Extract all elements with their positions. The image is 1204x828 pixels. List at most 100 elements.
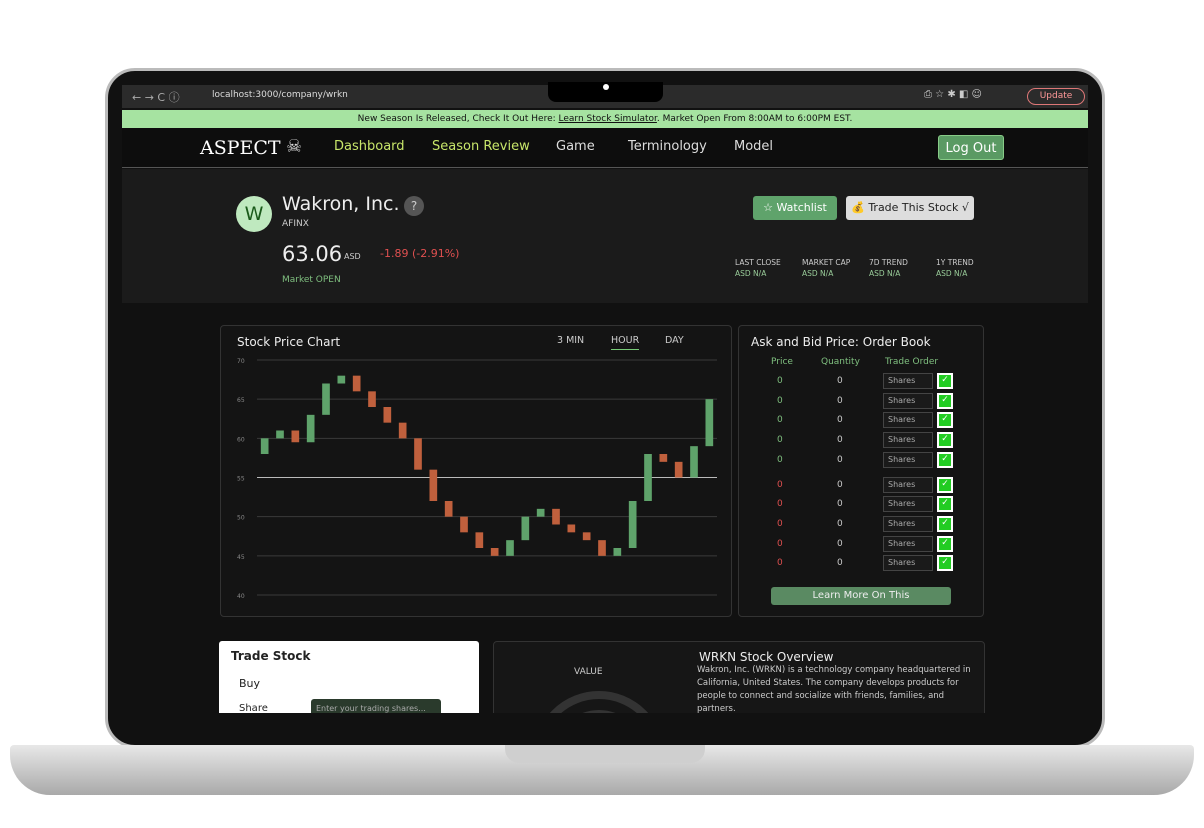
order-quantity: 0 xyxy=(837,454,843,465)
order-price: 0 xyxy=(777,538,783,549)
logout-button[interactable]: Log Out xyxy=(938,135,1004,160)
range-tab[interactable]: DAY xyxy=(665,335,684,346)
order-price: 0 xyxy=(777,395,783,406)
candle xyxy=(383,407,392,423)
candle xyxy=(536,508,545,517)
overview-title: WRKN Stock Overview xyxy=(699,650,834,664)
share-label: Share xyxy=(239,703,268,713)
radar xyxy=(549,691,649,713)
market-status: Market OPEN xyxy=(282,275,341,285)
overview-text: Wakron, Inc. (WRKN) is a technology comp… xyxy=(697,665,971,713)
logo-icon: ☠ xyxy=(286,136,303,157)
trade-button[interactable]: 💰 Trade This Stock √ xyxy=(846,196,974,220)
candle xyxy=(690,446,698,478)
help-icon[interactable]: ? xyxy=(404,196,424,216)
shares-input[interactable]: Shares xyxy=(883,515,933,532)
overview-panel: VALUE WRKN Stock Overview Wakron, Inc. (… xyxy=(493,641,985,713)
y-tick-label: 50 xyxy=(237,515,245,522)
navbar: ASPECT ☠ Dashboard Season Review Game Termi… xyxy=(122,128,1088,168)
shares-input[interactable]: Shares xyxy=(883,496,933,513)
order-quantity: 0 xyxy=(837,479,843,490)
nav-link[interactable]: Model xyxy=(734,139,774,154)
order-price: 0 xyxy=(777,435,783,446)
stat-label: 1Y TREND xyxy=(936,258,974,267)
ticker: AFINX xyxy=(282,219,309,229)
buy-label: Buy xyxy=(239,677,261,690)
screen: ← → C ⓘ localhost:3000/company/wrkn ⎙ ☆ … xyxy=(122,85,1088,713)
shares-input[interactable]: Enter your trading shares... xyxy=(311,699,441,713)
update-button[interactable]: Update xyxy=(1027,88,1085,105)
candle xyxy=(352,375,361,392)
learn-more-button[interactable]: Learn More On This xyxy=(771,587,951,605)
avatar: W xyxy=(236,196,272,232)
price-change: -1.89 (-2.91%) xyxy=(380,247,460,260)
order-checkbox[interactable]: ✓ xyxy=(937,496,953,513)
column-header: Price xyxy=(771,357,793,367)
order-quantity: 0 xyxy=(837,415,843,426)
candle xyxy=(659,454,668,462)
order-checkbox[interactable]: ✓ xyxy=(937,392,953,409)
laptop-notch xyxy=(505,745,705,763)
order-checkbox[interactable]: ✓ xyxy=(937,451,953,468)
watchlist-button[interactable]: ☆ Watchlist xyxy=(753,196,837,220)
order-checkbox[interactable]: ✓ xyxy=(937,373,953,389)
banner-link[interactable]: Learn Stock Simulator xyxy=(558,114,657,124)
y-tick-label: 70 xyxy=(237,358,245,365)
price-chart: 70 65 60 55 50 45 40 xyxy=(237,358,717,600)
logo[interactable]: ASPECT xyxy=(200,137,281,159)
range-tab[interactable]: HOUR xyxy=(611,335,640,350)
nav-link[interactable]: Game xyxy=(556,139,595,154)
candle xyxy=(674,461,683,478)
y-tick-label: 65 xyxy=(237,397,245,404)
stat-value: ASD N/A xyxy=(936,269,968,278)
nav-buttons[interactable]: ← → C ⓘ xyxy=(132,91,180,104)
order-quantity: 0 xyxy=(837,499,843,510)
nav-link[interactable]: Terminology xyxy=(628,139,707,154)
order-quantity: 0 xyxy=(837,558,843,569)
banner: New Season Is Released, Check It Out Her… xyxy=(122,110,1088,128)
order-checkbox[interactable]: ✓ xyxy=(937,412,953,429)
candle xyxy=(260,438,269,454)
y-tick-label: 60 xyxy=(237,436,245,443)
url[interactable]: localhost:3000/company/wrkn xyxy=(212,90,348,100)
shares-input[interactable]: Shares xyxy=(883,535,933,552)
candle xyxy=(322,383,330,415)
order-price: 0 xyxy=(777,499,783,510)
stat-value: ASD N/A xyxy=(802,269,834,278)
shares-input[interactable]: Shares xyxy=(883,392,933,409)
shares-input[interactable]: Shares xyxy=(883,432,933,449)
nav-link[interactable]: Dashboard xyxy=(334,139,405,154)
order-checkbox[interactable]: ✓ xyxy=(937,432,953,449)
order-quantity: 0 xyxy=(837,538,843,549)
camera-notch xyxy=(548,82,663,102)
currency: ASD xyxy=(344,252,361,261)
candle xyxy=(644,454,652,501)
shares-input[interactable]: Shares xyxy=(883,555,933,572)
order-book: Ask and Bid Price: Order Book Learn More… xyxy=(738,325,984,617)
y-tick-label: 45 xyxy=(237,554,245,561)
shares-input[interactable]: Shares xyxy=(883,451,933,468)
browser-icons[interactable]: ⎙ ☆ ✱ ◧ ☺ xyxy=(924,89,982,100)
order-quantity: 0 xyxy=(837,395,843,406)
company-name: Wakron, Inc. xyxy=(282,193,400,215)
shares-input[interactable]: Shares xyxy=(883,476,933,493)
radar-label: VALUE xyxy=(574,667,603,677)
candle xyxy=(521,516,530,541)
shares-input[interactable]: Shares xyxy=(883,373,933,389)
shares-input[interactable]: Shares xyxy=(883,412,933,429)
company-header: W Wakron, Inc. ? AFINX 63.06 ASD -1.89 (… xyxy=(122,169,1088,303)
range-tab[interactable]: 3 MIN xyxy=(557,335,585,346)
candle xyxy=(414,438,422,470)
order-quantity: 0 xyxy=(837,518,843,529)
order-price: 0 xyxy=(777,518,783,529)
candle xyxy=(429,469,438,501)
order-price: 0 xyxy=(777,376,783,386)
chart-title: Stock Price Chart xyxy=(237,335,341,349)
nav-link[interactable]: Season Review xyxy=(432,139,530,154)
candle xyxy=(628,501,637,548)
order-checkbox[interactable]: ✓ xyxy=(937,555,953,572)
order-checkbox[interactable]: ✓ xyxy=(937,476,953,493)
order-quantity: 0 xyxy=(837,435,843,446)
order-checkbox[interactable]: ✓ xyxy=(937,535,953,552)
order-checkbox[interactable]: ✓ xyxy=(937,515,953,532)
